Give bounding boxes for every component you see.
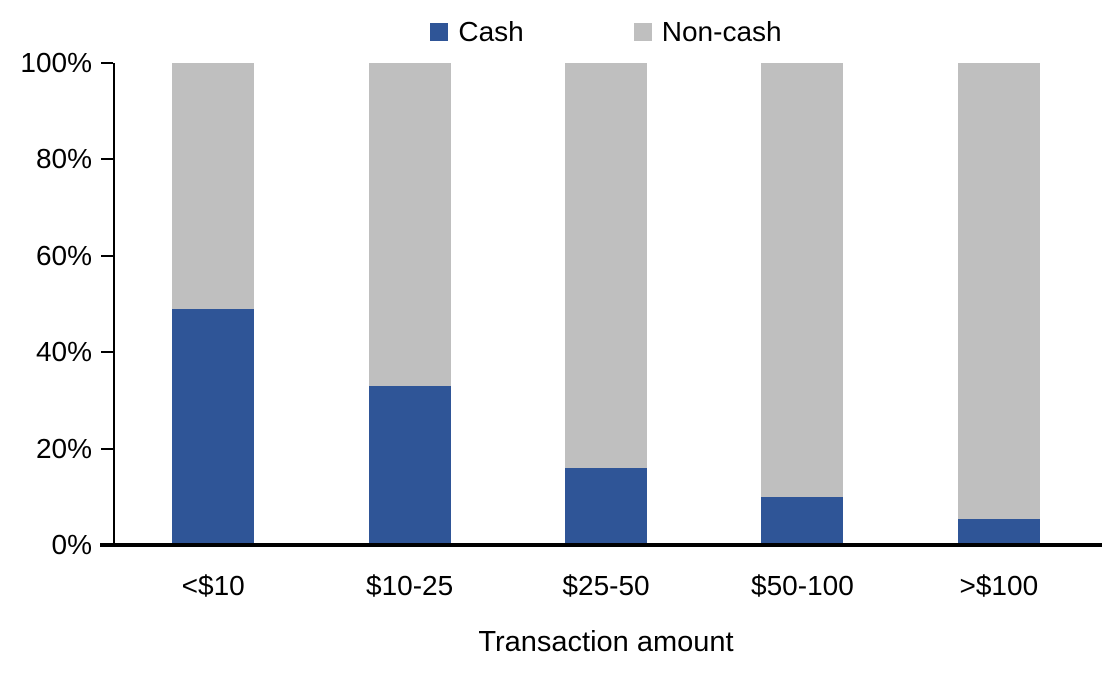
y-tick bbox=[101, 254, 113, 257]
x-tick-label: >$100 bbox=[959, 570, 1039, 601]
non-cash-legend-swatch-icon bbox=[633, 23, 652, 41]
legend-label-cash: Cash bbox=[458, 16, 524, 47]
x-axis-tick-labels: <$10 $10-25 $25-50 $50-100 >$100 bbox=[115, 572, 1097, 600]
bar-group-10 bbox=[115, 63, 311, 545]
y-tick-label: 20% bbox=[35, 432, 92, 464]
bar-segment-non-cash bbox=[957, 63, 1040, 519]
y-axis-ticks bbox=[101, 62, 113, 546]
stacked-bar bbox=[172, 63, 255, 545]
bar-group-10-25 bbox=[311, 63, 507, 545]
bar-segment-non-cash bbox=[761, 63, 844, 497]
y-tick-label: 100% bbox=[20, 47, 92, 78]
bar-segment-cash bbox=[957, 518, 1040, 545]
bars-container bbox=[115, 63, 1097, 545]
bar-group-100 bbox=[901, 63, 1097, 545]
bar-group-25-50 bbox=[508, 63, 704, 545]
bar-segment-non-cash bbox=[368, 63, 451, 386]
y-tick bbox=[101, 158, 113, 161]
y-axis-line bbox=[113, 63, 115, 547]
bar-segment-cash bbox=[565, 467, 648, 545]
y-tick-label: 0% bbox=[51, 529, 92, 560]
cash-legend-swatch-icon bbox=[430, 23, 449, 41]
x-tick-label: $10-25 bbox=[366, 570, 454, 601]
bar-segment-non-cash bbox=[565, 63, 648, 468]
y-tick-label: 40% bbox=[35, 336, 92, 368]
chart-legend: Cash Non-cash bbox=[115, 12, 1097, 52]
bar-segment-cash bbox=[172, 308, 255, 545]
bar-segment-cash bbox=[368, 385, 451, 545]
x-axis-title: Transaction amount bbox=[478, 626, 734, 658]
legend-item-non-cash: Non-cash bbox=[633, 16, 782, 47]
stacked-bar bbox=[368, 63, 451, 545]
bar-group-50-100 bbox=[704, 63, 900, 545]
plot-area bbox=[115, 63, 1097, 545]
y-tick bbox=[101, 447, 113, 450]
bar-segment-cash bbox=[761, 496, 844, 545]
y-tick-label: 60% bbox=[35, 239, 92, 271]
stacked-bar bbox=[761, 63, 844, 545]
legend-item-cash: Cash bbox=[430, 16, 524, 47]
stacked-bar bbox=[565, 63, 648, 545]
x-tick-label: $25-50 bbox=[562, 570, 650, 601]
y-tick-label: 80% bbox=[35, 143, 92, 175]
y-axis-tick-labels: 0% 20% 40% 60% 80% 100% bbox=[0, 49, 92, 559]
x-tick-label: <$10 bbox=[181, 570, 245, 601]
y-tick bbox=[101, 351, 113, 354]
bar-segment-non-cash bbox=[172, 63, 255, 309]
x-tick-label: $50-100 bbox=[751, 570, 854, 601]
legend-label-non-cash: Non-cash bbox=[661, 16, 782, 47]
x-axis-line bbox=[100, 543, 1102, 547]
y-tick bbox=[101, 62, 113, 64]
stacked-bar bbox=[957, 63, 1040, 545]
